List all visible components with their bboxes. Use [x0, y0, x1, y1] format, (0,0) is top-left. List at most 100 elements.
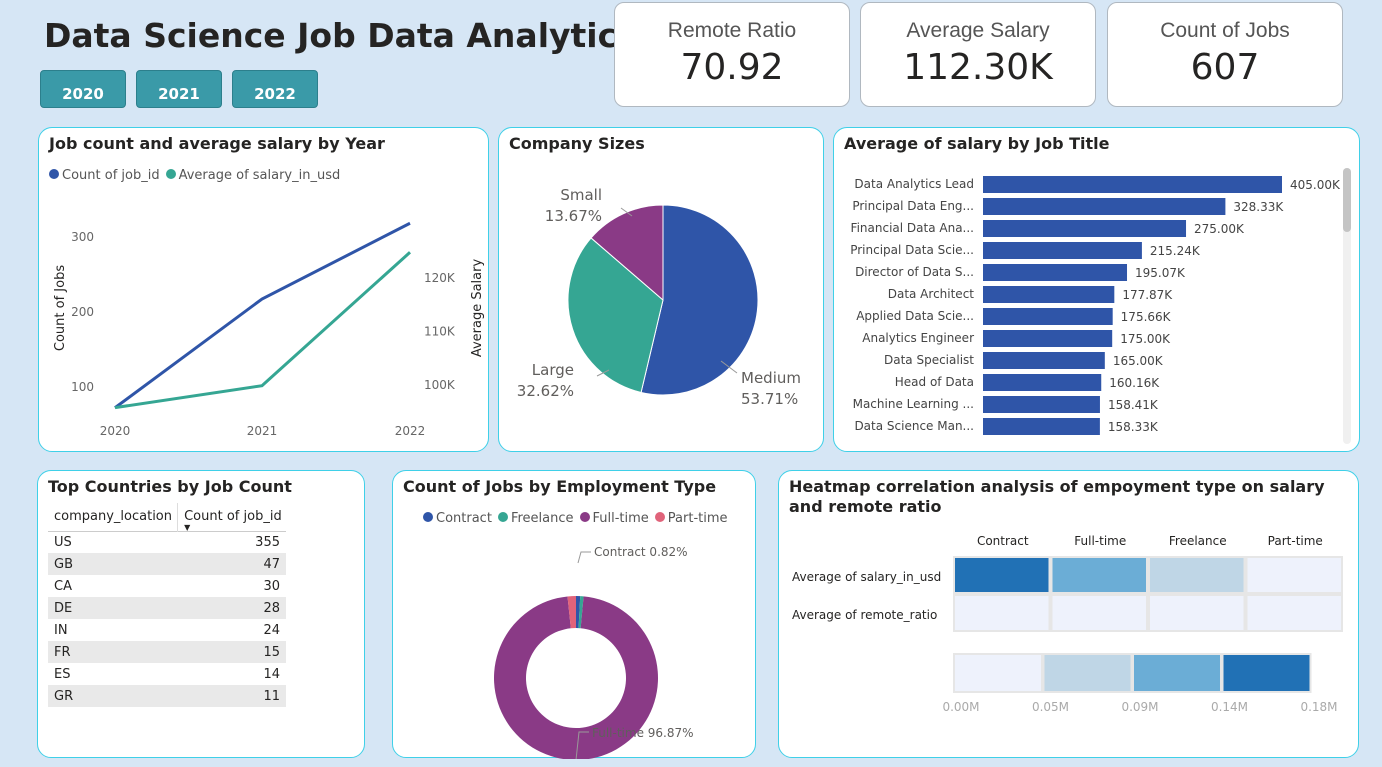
table-row[interactable]: GB 47 [48, 553, 286, 575]
table-row[interactable]: IN 24 [48, 619, 286, 641]
legend-item[interactable]: Full-time [579, 511, 649, 526]
table-row[interactable]: US 355 [48, 531, 286, 553]
legend-item[interactable]: Count of job_id [49, 168, 160, 183]
bar-category-label: Data Architect [888, 287, 975, 301]
legend-scale-tick: 0.18M [1300, 700, 1337, 714]
leader-line [720, 360, 738, 374]
bar [983, 286, 1115, 303]
kpi-value: 70.92 [680, 47, 784, 88]
leader-line [577, 551, 591, 564]
heatmap-column-label: Contract [977, 534, 1029, 548]
kpi-label: Count of Jobs [1160, 19, 1290, 42]
legend-scale-tick: 0.09M [1121, 700, 1158, 714]
donut-callout: Contract 0.82% [594, 545, 688, 559]
scrollbar-thumb[interactable] [1343, 168, 1351, 232]
company-sizes-card: Company Sizes Medium 53.71% Large 32.62% Sma… [498, 127, 824, 452]
country-cell: GB [54, 556, 73, 572]
bar-value-label: 165.00K [1113, 354, 1164, 368]
donut-chart: Contract 0.82% Full-time 96.87% [494, 545, 694, 759]
legend-scale-swatch [1042, 653, 1133, 693]
table-row[interactable]: FR 15 [48, 641, 286, 663]
kpi-label: Remote Ratio [667, 19, 797, 42]
bar [983, 308, 1113, 325]
bar-value-label: 175.66K [1121, 310, 1172, 324]
bar-category-label: Data Specialist [884, 353, 974, 367]
legend-item[interactable]: Part-time [654, 511, 728, 526]
leader-line [596, 369, 610, 377]
line-chart-card: Job count and average salary by Year Cou… [38, 127, 489, 452]
bar-value-label: 158.41K [1108, 398, 1159, 412]
bar [983, 418, 1100, 435]
heatmap-cell [1245, 594, 1343, 632]
donut-slice-full-time [494, 596, 658, 759]
country-cell: FR [54, 644, 71, 660]
y-tick-label: 100 [71, 380, 94, 394]
bar-category-label: Director of Data S... [855, 265, 974, 279]
table-row[interactable]: DE 28 [48, 597, 286, 619]
year-2021-button[interactable]: 2021 [136, 70, 222, 108]
pie-slice-medium [640, 204, 759, 396]
chart-title: Company Sizes [509, 134, 645, 153]
y-axis-title: Count of Jobs [53, 265, 68, 351]
bar-category-label: Data Analytics Lead [854, 177, 974, 191]
job-count-cell: 355 [255, 534, 280, 550]
bar-category-label: Principal Data Scie... [850, 243, 974, 257]
y2-tick-label: 100K [424, 378, 456, 392]
bar-category-label: Analytics Engineer [862, 331, 974, 345]
table-row[interactable]: ES 14 [48, 663, 286, 685]
pie-chart: Medium 53.71% Large 32.62% Small 13.67% [517, 186, 801, 408]
legend-scale-tick: 0.00M [942, 700, 979, 714]
heatmap-cell [1148, 556, 1246, 594]
pie-percent: 13.67% [545, 207, 602, 225]
country-cell: DE [54, 600, 73, 616]
top-countries-card: Top Countries by Job Count company_locat… [37, 470, 365, 758]
bar-category-label: Machine Learning ... [853, 397, 974, 411]
country-cell: CA [54, 578, 72, 594]
legend-scale-tick: 0.05M [1032, 700, 1069, 714]
country-cell: IN [54, 622, 68, 638]
leader-line [575, 731, 589, 759]
heatmap-row-label: Average of remote_ratio [792, 608, 937, 622]
country-cell: ES [54, 666, 71, 682]
legend-item[interactable]: Average of salary_in_usd [165, 168, 340, 183]
heatmap-cell [1050, 594, 1148, 632]
y2-tick-label: 120K [424, 271, 456, 285]
column-header[interactable]: company_location [48, 503, 179, 531]
scrollbar[interactable] [1343, 168, 1351, 444]
chart-title: Top Countries by Job Count [48, 477, 292, 496]
legend: Count of job_id Average of salary_in_usd [49, 168, 340, 183]
bar [983, 396, 1100, 413]
job-count-cell: 24 [263, 622, 280, 638]
column-header-sorted[interactable]: Count of job_id ▼ [184, 509, 282, 532]
kpi-value: 112.30K [903, 47, 1053, 88]
year-2020-button[interactable]: 2020 [40, 70, 126, 108]
year-2022-button[interactable]: 2022 [232, 70, 318, 108]
kpi-count-of-jobs: Count of Jobs 607 [1107, 2, 1343, 107]
legend-scale-swatch [1132, 653, 1222, 693]
kpi-remote-ratio: Remote Ratio 70.92 [614, 2, 850, 107]
pie-label: Medium [741, 369, 801, 387]
x-tick-label: 2021 [247, 424, 278, 438]
y2-axis-title: Average Salary [470, 259, 485, 358]
bar-value-label: 215.24K [1150, 244, 1201, 258]
bar-value-label: 405.00K [1290, 178, 1341, 192]
legend-item[interactable]: Contract [423, 511, 492, 526]
pie-percent: 32.62% [517, 382, 574, 400]
bar-category-label: Financial Data Ana... [851, 221, 974, 235]
bar [983, 352, 1105, 369]
table-row[interactable]: CA 30 [48, 575, 286, 597]
chart-title: Average of salary by Job Title [844, 134, 1110, 153]
heatmap-column-label: Full-time [1074, 534, 1126, 548]
legend-scale-swatch [953, 653, 1043, 693]
heatmap-column-label: Freelance [1169, 534, 1227, 548]
y2-tick-label: 110K [424, 325, 456, 339]
country-cell: GR [54, 688, 74, 704]
bar-category-label: Principal Data Eng... [852, 199, 974, 213]
legend-scale-tick: 0.14M [1211, 700, 1248, 714]
page-title: Data Science Job Data Analytics [44, 16, 637, 55]
country-cell: US [54, 534, 72, 550]
table-row[interactable]: GR 11 [48, 685, 286, 707]
legend-item[interactable]: Freelance [497, 511, 574, 526]
heatmap-cell [1245, 556, 1343, 594]
pie-percent: 53.71% [741, 390, 798, 408]
